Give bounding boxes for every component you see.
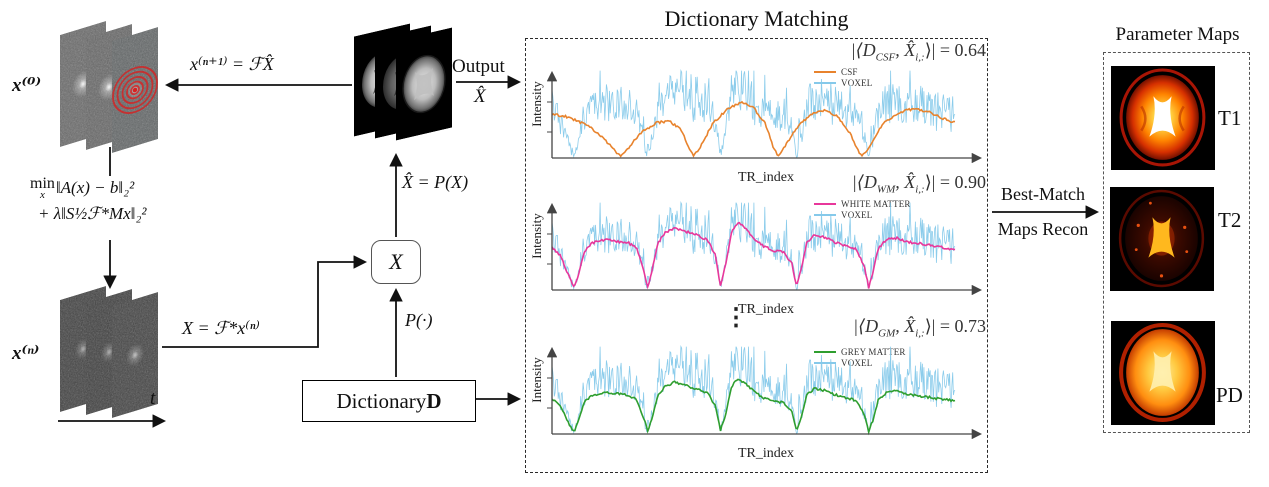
legend-swatch <box>814 361 836 364</box>
wm-signal-chart <box>546 201 983 296</box>
legend-swatch <box>814 350 836 353</box>
plot-wm: |⟨DWM, X̂i,:⟩| = 0.90 WHITE MATTER VOXEL… <box>528 172 988 322</box>
dictionary-matching-panel <box>525 38 988 473</box>
tr-index-axis-label: TR_index <box>738 302 794 317</box>
legend-swatch <box>814 81 836 84</box>
kspace-image-spiral <box>112 26 158 154</box>
projection-equation: X̂ = P(X) <box>402 172 469 192</box>
match-score-annotation: |⟨DWM, X̂i,:⟩| = 0.90 <box>851 172 986 196</box>
output-label: Output <box>452 56 505 77</box>
brain-image <box>396 27 452 141</box>
pd-map-image <box>1111 321 1215 425</box>
match-score-annotation: |⟨DCSF, X̂i,:⟩| = 0.64 <box>850 40 986 64</box>
dictionary-matching-title: Dictionary Matching <box>664 6 849 31</box>
plot-gm: |⟨DGM, X̂i,:⟩| = 0.73 GREY MATTER VOXEL … <box>528 316 988 466</box>
vertical-ellipsis: ⋮ <box>724 305 748 331</box>
parameter-maps-panel <box>1103 52 1250 433</box>
plot-legend: GREY MATTER VOXEL <box>814 346 906 368</box>
legend-swatch <box>814 70 836 73</box>
output-xhat-label: X̂ <box>474 86 486 107</box>
gm-signal-chart <box>546 345 983 440</box>
tr-index-axis-label: TR_index <box>738 446 794 461</box>
kspace-image <box>112 291 158 419</box>
pd-label: PD <box>1216 383 1243 407</box>
t1-label: T1 <box>1218 106 1242 130</box>
match-score-annotation: |⟨DGM, X̂i,:⟩| = 0.73 <box>853 316 986 340</box>
data-consistency-formula: min x ‖A(x) − b‖₂² <box>30 175 135 202</box>
plot-legend: CSF VOXEL <box>814 66 873 88</box>
t2-map-image <box>1110 187 1214 291</box>
update-equation: x⁽ⁿ⁺¹⁾ = ℱX̂ <box>190 54 274 74</box>
t2-label: T2 <box>1218 208 1242 232</box>
xn-label: x⁽ⁿ⁾ <box>12 343 40 364</box>
maps-recon-label: Maps Recon <box>997 219 1089 239</box>
dictionary-d-box: Dictionary D <box>302 380 476 422</box>
parameter-maps-title: Parameter Maps <box>1115 24 1240 45</box>
legend-swatch <box>814 202 836 205</box>
tr-index-axis-label: TR_index <box>738 170 794 185</box>
time-label: t <box>150 388 156 409</box>
projection-operator: P(·) <box>405 310 433 330</box>
plot-csf: |⟨DCSF, X̂i,:⟩| = 0.64 CSF VOXEL Intensi… <box>528 40 988 190</box>
csf-signal-chart <box>546 69 983 164</box>
best-match-label: Best-Match <box>1001 184 1085 204</box>
x-tensor-box: X <box>371 240 421 284</box>
plot-legend: WHITE MATTER VOXEL <box>814 198 911 220</box>
t1-map-image <box>1111 66 1215 170</box>
xform-equation: X = ℱ*x⁽ⁿ⁾ <box>182 318 260 338</box>
regularizer-formula: + λ‖S½ℱ*Mx‖₂² <box>38 204 147 223</box>
legend-swatch <box>814 213 836 216</box>
x0-label: x⁽⁰⁾ <box>12 75 42 96</box>
spiral-trajectory-overlay <box>112 66 158 114</box>
